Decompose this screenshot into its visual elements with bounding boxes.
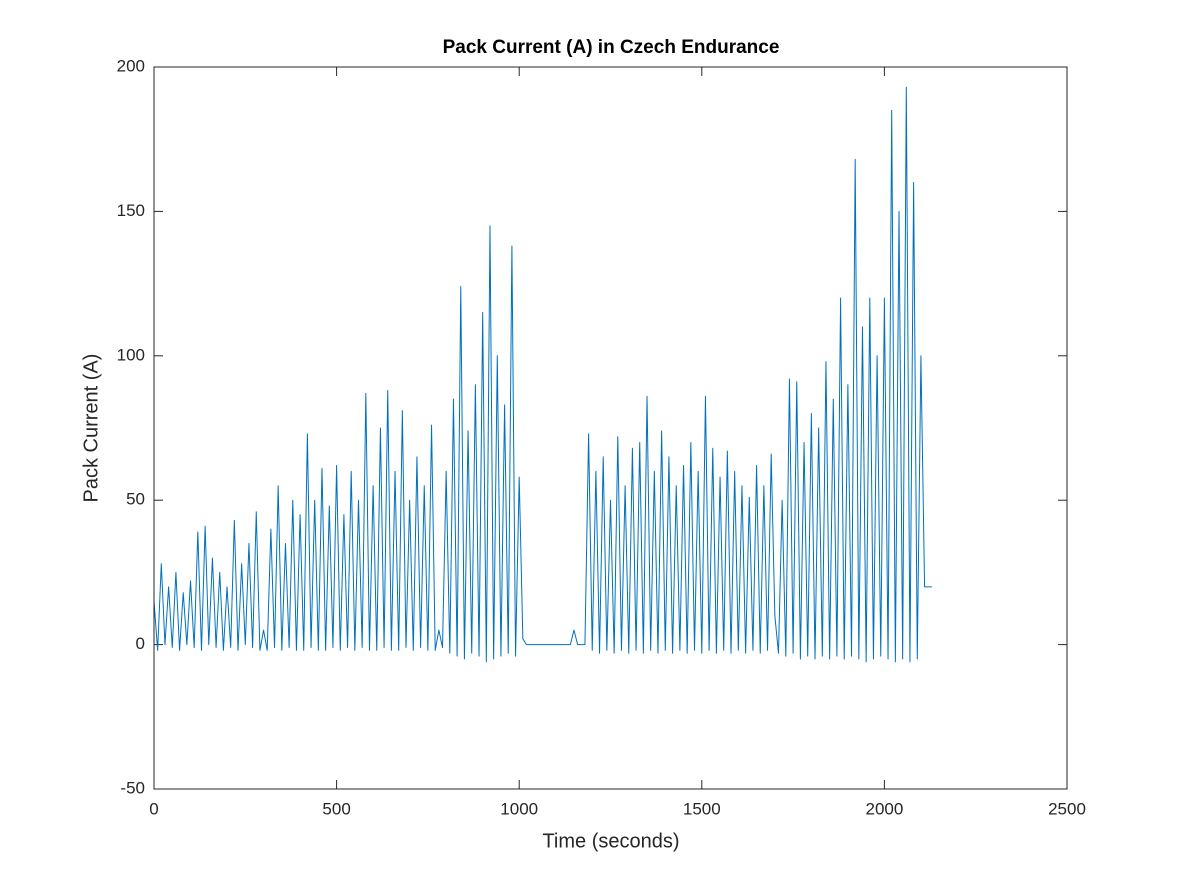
x-tick-label: 2000 bbox=[865, 799, 903, 818]
plot-frame bbox=[153, 66, 1068, 790]
x-tick-label: 1000 bbox=[500, 799, 538, 818]
x-tick-label: 2500 bbox=[1048, 799, 1086, 818]
y-axis-label: Pack Current (A) bbox=[80, 354, 102, 503]
x-tick-label: 1500 bbox=[683, 799, 721, 818]
x-tick-label: 500 bbox=[322, 799, 350, 818]
y-tick-label: 0 bbox=[136, 634, 145, 653]
y-tick-label: 100 bbox=[117, 345, 145, 364]
x-tick-label: 0 bbox=[149, 799, 158, 818]
y-tick-label: 200 bbox=[117, 56, 145, 75]
y-tick-label: 50 bbox=[126, 490, 145, 509]
x-axis-label: Time (seconds) bbox=[542, 830, 679, 852]
data-line bbox=[153, 86, 932, 663]
chart-title: Pack Current (A) in Czech Endurance bbox=[443, 37, 780, 58]
y-tick-label: 150 bbox=[117, 201, 145, 220]
y-tick-label: -50 bbox=[120, 778, 145, 797]
